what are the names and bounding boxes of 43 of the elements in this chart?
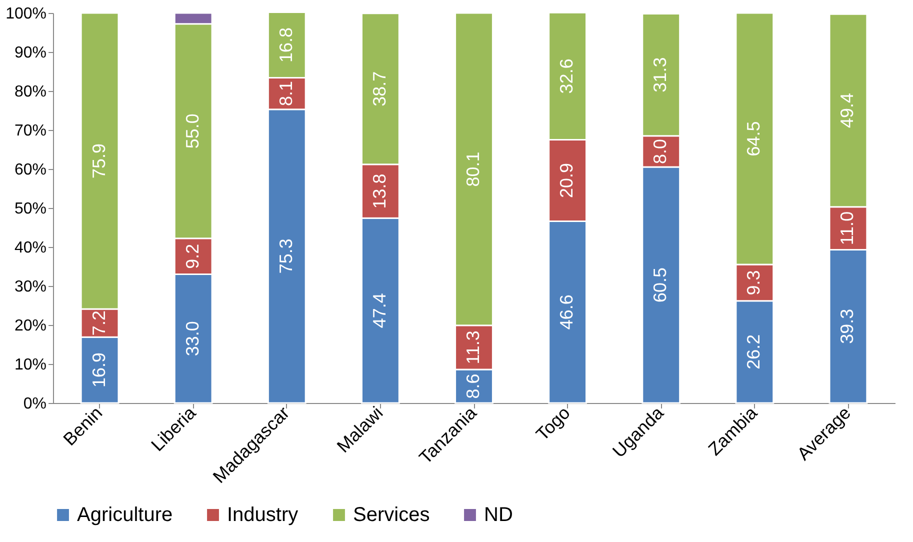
y-tick-label: 100% — [6, 6, 46, 22]
data-label: 75.3 — [276, 238, 296, 274]
legend-label: Agriculture — [77, 504, 173, 526]
data-label: 32.6 — [556, 58, 577, 94]
data-label: 64.5 — [744, 121, 764, 156]
data-label: 8.0 — [650, 138, 670, 164]
data-label: 9.2 — [182, 244, 202, 269]
y-tick-label: 30% — [14, 278, 46, 296]
y-tick-label: 0% — [23, 396, 46, 412]
data-label: 39.3 — [837, 308, 858, 344]
data-label: 33.0 — [182, 321, 202, 356]
data-label: 9.3 — [744, 270, 764, 296]
data-label: 11.0 — [837, 211, 858, 246]
data-label: 31.3 — [650, 57, 670, 92]
y-tick-label: 90% — [14, 44, 46, 62]
data-label: 11.3 — [463, 330, 483, 364]
data-label: 8.6 — [463, 374, 483, 399]
data-label: 16.9 — [88, 352, 109, 388]
x-tick-label: Togo — [532, 402, 574, 444]
legend-label: ND — [484, 504, 513, 526]
data-label: 38.7 — [369, 71, 390, 106]
y-tick-label: 10% — [14, 356, 46, 374]
data-label: 7.2 — [88, 310, 109, 336]
data-label: 55.0 — [182, 114, 202, 149]
y-tick-label: 50% — [14, 200, 46, 218]
data-label: 46.6 — [556, 294, 577, 330]
legend-label: Services — [353, 504, 430, 526]
data-label: 20.9 — [556, 162, 577, 198]
data-label: 80.1 — [463, 152, 483, 187]
data-label: 60.5 — [650, 268, 670, 303]
data-label: 26.2 — [744, 334, 764, 370]
y-tick-label: 20% — [14, 318, 46, 334]
legend-label: Industry — [227, 504, 298, 526]
y-tick-label: 60% — [14, 162, 46, 178]
data-label: 8.1 — [276, 81, 296, 106]
y-tick-label: 40% — [14, 240, 46, 256]
data-label: 16.8 — [276, 27, 296, 63]
data-label: 49.4 — [837, 92, 858, 128]
data-label: 75.9 — [88, 143, 109, 179]
y-tick-label: 80% — [14, 84, 46, 100]
y-tick-label: 70% — [14, 122, 46, 140]
data-label: 13.8 — [369, 174, 390, 209]
data-label: 47.4 — [369, 293, 390, 328]
